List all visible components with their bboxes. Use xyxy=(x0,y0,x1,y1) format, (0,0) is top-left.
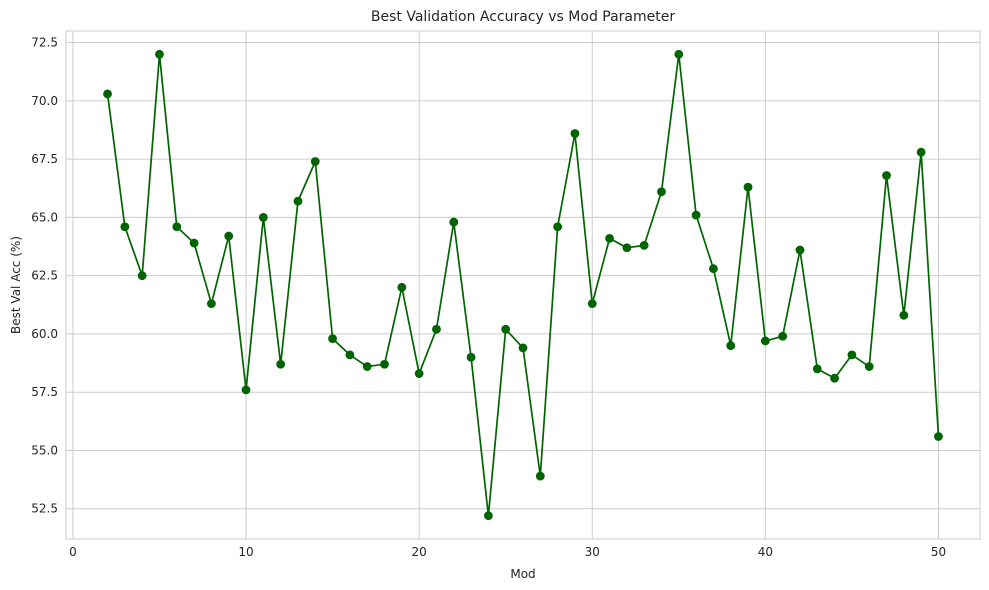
data-point xyxy=(466,352,476,362)
data-point xyxy=(137,271,147,281)
data-point xyxy=(310,157,320,166)
data-point xyxy=(535,471,545,481)
chart-title: Best Validation Accuracy vs Mod Paramete… xyxy=(371,9,675,25)
data-point xyxy=(397,282,407,292)
grid xyxy=(66,31,980,539)
data-point xyxy=(449,217,459,227)
data-point xyxy=(293,196,303,206)
series-layer xyxy=(103,49,943,521)
data-point xyxy=(864,362,874,371)
data-point xyxy=(362,362,372,371)
y-axis-label: Best Val Acc (%) xyxy=(9,236,23,334)
data-point xyxy=(587,299,597,309)
x-axis-label: Mod xyxy=(510,567,535,581)
data-point xyxy=(691,210,701,220)
data-point xyxy=(605,233,614,243)
plot-frame xyxy=(65,30,981,540)
data-point xyxy=(622,243,632,253)
y-tick-label: 52.5 xyxy=(31,502,58,516)
data-point xyxy=(207,299,216,309)
data-point xyxy=(743,182,753,192)
data-point xyxy=(639,240,649,250)
y-tick-label: 67.5 xyxy=(31,152,58,166)
x-tick-label: 50 xyxy=(931,545,946,559)
y-tick-label: 65.0 xyxy=(31,210,58,224)
y-tick-label: 55.0 xyxy=(31,443,58,457)
data-point xyxy=(380,359,389,369)
data-point xyxy=(483,511,493,521)
y-tick-label: 72.5 xyxy=(31,36,58,50)
data-point xyxy=(812,364,822,374)
x-tick-label: 40 xyxy=(758,545,773,559)
data-point xyxy=(899,310,909,320)
data-point xyxy=(882,171,891,180)
data-point xyxy=(103,89,112,99)
x-tick-label: 20 xyxy=(411,545,426,559)
plot-area xyxy=(66,31,980,539)
data-point xyxy=(657,187,666,197)
y-tick-label: 70.0 xyxy=(31,94,58,108)
data-point xyxy=(570,129,580,138)
data-point xyxy=(847,350,857,360)
data-point xyxy=(778,331,788,341)
tick-labels: 0 10 20 30 40 50 52.5 55.0 57.5 60.0 62.5 65.0 67.5 7… xyxy=(31,36,946,559)
x-tick-label: 10 xyxy=(238,545,253,559)
data-point xyxy=(726,341,736,350)
x-tick-label: 0 xyxy=(69,545,77,559)
data-point xyxy=(328,334,337,343)
data-point xyxy=(120,222,130,232)
data-point xyxy=(172,222,182,232)
data-point xyxy=(934,432,943,441)
data-point xyxy=(518,343,528,353)
data-point xyxy=(916,147,926,157)
x-tick-label: 30 xyxy=(585,545,600,559)
data-point xyxy=(674,49,684,59)
data-point xyxy=(501,324,511,334)
y-tick-label: 60.0 xyxy=(31,327,58,341)
data-point xyxy=(276,359,286,369)
data-point xyxy=(830,373,839,383)
y-tick-label: 57.5 xyxy=(31,385,58,399)
data-point xyxy=(241,385,251,395)
data-point xyxy=(553,222,563,232)
data-point xyxy=(224,231,234,241)
data-point xyxy=(258,213,268,222)
data-point xyxy=(345,350,355,360)
data-point xyxy=(414,369,424,378)
data-point xyxy=(709,264,718,274)
data-point xyxy=(432,324,441,334)
data-point xyxy=(155,49,164,59)
data-point xyxy=(795,245,805,255)
data-point xyxy=(760,336,770,346)
y-tick-label: 62.5 xyxy=(31,269,58,283)
data-point xyxy=(189,238,199,248)
